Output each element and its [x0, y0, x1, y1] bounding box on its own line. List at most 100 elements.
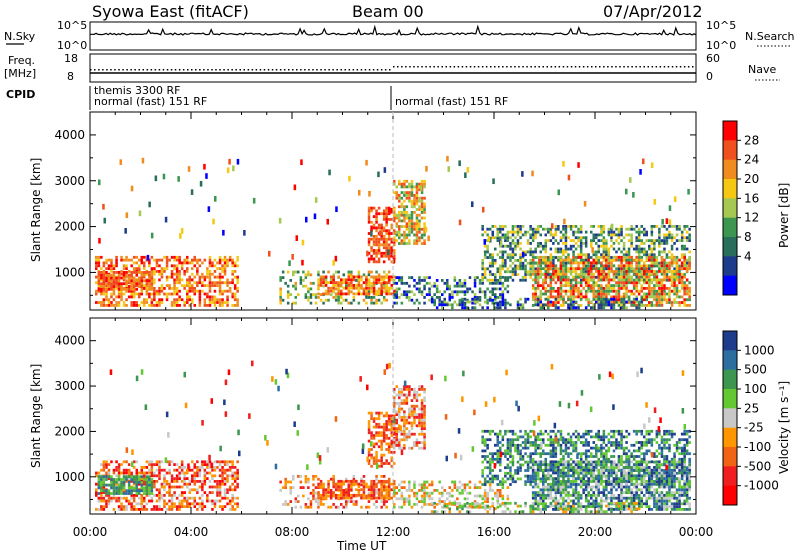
- heatmap-cell: [524, 250, 527, 254]
- heatmap-cell: [155, 499, 159, 503]
- y-tick-label: 4000: [54, 128, 85, 142]
- heatmap-cell: [569, 298, 573, 302]
- heatmap-cell: [579, 253, 583, 257]
- heatmap-cell: [466, 290, 469, 294]
- heatmap-cell: [132, 475, 136, 479]
- heatmap-cell: [377, 425, 381, 429]
- heatmap-cell: [115, 271, 118, 274]
- heatmap-cell: [102, 304, 106, 307]
- heatmap-cell: [483, 273, 487, 276]
- heatmap-cell: [168, 275, 171, 279]
- heatmap-cell: [370, 296, 373, 299]
- heatmap-cell: [476, 276, 479, 280]
- heatmap-cell: [476, 300, 479, 304]
- heatmap-cell: [180, 491, 184, 494]
- heatmap-cell: [125, 480, 128, 483]
- heatmap-cell: [173, 281, 176, 285]
- heatmap-cell: [660, 295, 664, 299]
- heatmap-cell: [423, 279, 426, 282]
- heatmap-cell: [630, 242, 633, 245]
- heatmap-cell: [539, 259, 543, 262]
- heatmap-cell: [350, 485, 353, 489]
- heatmap-cell: [199, 180, 203, 187]
- heatmap-cell: [135, 489, 139, 493]
- heatmap-cell: [125, 471, 128, 475]
- heatmap-cell: [122, 475, 126, 479]
- heatmap-cell: [393, 399, 396, 402]
- heatmap-cell: [117, 282, 121, 286]
- heatmap-cell: [198, 505, 202, 508]
- heatmap-cell: [665, 233, 669, 237]
- heatmap-cell: [501, 225, 505, 228]
- heatmap-cell: [342, 482, 346, 486]
- station-title: Syowa East (fitACF): [92, 2, 249, 21]
- heatmap-cell: [350, 500, 353, 503]
- heatmap-cell: [163, 255, 166, 259]
- heatmap-cell: [198, 502, 202, 506]
- heatmap-cell: [650, 272, 654, 276]
- heatmap-cell: [617, 267, 621, 271]
- heatmap-cell: [597, 233, 601, 237]
- heatmap-cell: [418, 279, 421, 282]
- heatmap-cell: [663, 233, 666, 237]
- heatmap-cell: [539, 270, 543, 273]
- heatmap-cell: [105, 463, 108, 466]
- heatmap-cell: [668, 261, 671, 265]
- heatmap-cell: [148, 295, 151, 299]
- heatmap-cell: [531, 304, 535, 307]
- heatmap-cell: [170, 502, 174, 506]
- heatmap-cell: [97, 287, 101, 291]
- heatmap-cell: [582, 278, 585, 282]
- heatmap-cell: [590, 275, 593, 279]
- heatmap-cell: [365, 281, 368, 285]
- heatmap-cell: [385, 500, 388, 503]
- heatmap-cell: [494, 287, 497, 291]
- heatmap-cell: [572, 292, 575, 296]
- heatmap-cell: [536, 287, 540, 290]
- heatmap-cell: [208, 466, 212, 469]
- heatmap-cell: [663, 292, 666, 296]
- heatmap-cell: [153, 295, 156, 299]
- heatmap-cell: [521, 278, 525, 282]
- heatmap-cell: [218, 278, 222, 282]
- heatmap-cell: [637, 281, 641, 285]
- heatmap-cell: [140, 282, 144, 286]
- heatmap-cell: [564, 250, 568, 254]
- heatmap-cell: [382, 209, 386, 213]
- heatmap-cell: [660, 239, 664, 243]
- heatmap-cell: [400, 402, 404, 405]
- heatmap-cell: [387, 496, 391, 500]
- heatmap-cell: [178, 295, 181, 299]
- heatmap-cell: [538, 258, 541, 265]
- heatmap-cell: [499, 244, 502, 248]
- heatmap-cell: [158, 272, 161, 276]
- heatmap-cell: [377, 273, 381, 277]
- heatmap-cell: [393, 251, 396, 255]
- heatmap-cell: [140, 301, 144, 304]
- heatmap-cell: [198, 474, 202, 478]
- heatmap-cell: [574, 295, 578, 299]
- noise-left-tick-top: 10^5: [57, 19, 87, 32]
- heatmap-cell: [102, 261, 106, 265]
- heatmap-cell: [375, 226, 378, 230]
- heatmap-cell: [620, 267, 623, 271]
- heatmap-cell: [587, 301, 590, 304]
- heatmap-cell: [292, 284, 295, 288]
- heatmap-cell: [178, 281, 181, 285]
- heatmap-cell: [683, 275, 686, 279]
- heatmap-cell: [380, 493, 383, 497]
- heatmap-cell: [102, 282, 106, 286]
- heatmap-cell: [617, 298, 621, 302]
- heatmap-cell: [178, 499, 181, 503]
- heatmap-cell: [645, 272, 649, 276]
- heatmap-cell: [519, 306, 522, 310]
- heatmap-cell: [405, 427, 409, 430]
- heatmap-cell: [368, 190, 371, 197]
- heatmap-cell: [675, 289, 679, 293]
- heatmap-cell: [375, 496, 378, 500]
- heatmap-cell: [584, 295, 588, 299]
- heatmap-cell: [595, 275, 598, 279]
- heatmap-cell: [557, 242, 560, 245]
- heatmap-cell: [140, 255, 144, 259]
- heatmap-cell: [413, 227, 416, 231]
